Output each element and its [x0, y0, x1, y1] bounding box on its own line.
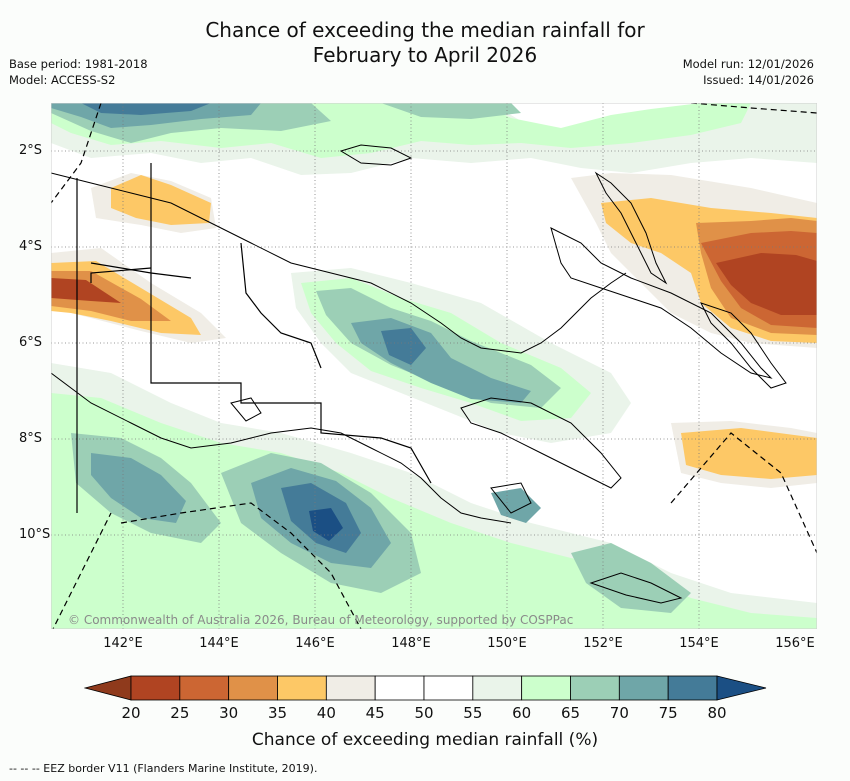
x-tick-146e: 146°E [295, 636, 335, 651]
colorbar-segment-55-60 [472, 675, 523, 701]
colorbar-segment-45-50 [374, 675, 425, 701]
colorbar-tick-80: 80 [707, 704, 727, 722]
x-tick-148e: 148°E [391, 636, 431, 651]
copyright-notice: © Commonwealth of Australia 2026, Bureau… [68, 613, 574, 627]
province-border-3 [90, 262, 192, 279]
issued-date: Issued: 14/01/2026 [703, 73, 814, 87]
base-period: Base period: 1981-2018 [9, 57, 148, 71]
eez-north-west [51, 103, 102, 204]
title-line-1: Chance of exceeding the median rainfall … [205, 18, 645, 42]
coastlines [51, 144, 787, 604]
new-guinea-south-coast [51, 372, 512, 524]
colorbar-segment-65-70 [570, 675, 620, 701]
colorbar-over-arrow [716, 675, 767, 701]
bougainville-coast [700, 302, 787, 389]
colorbar-tick-55: 55 [463, 704, 483, 722]
shade-65-70-north-b [381, 103, 521, 119]
colorbar-tick-75: 75 [658, 704, 678, 722]
rainfall-map [51, 103, 817, 629]
colorbar-tick-45: 45 [365, 704, 385, 722]
shade-75-80-central [381, 328, 426, 365]
colorbar-segment-30-35 [228, 675, 278, 701]
title-line-2: February to April 2026 [312, 43, 538, 67]
colorbar-tick-60: 60 [512, 704, 532, 722]
meta-right: Model run: 12/01/2026 Issued: 14/01/2026 [683, 56, 814, 88]
colorbar-segment-75-80 [667, 675, 718, 701]
map-title: Chance of exceeding the median rainfall … [0, 18, 850, 68]
province-border-1 [150, 233, 432, 484]
shade-75-80-north [81, 103, 211, 115]
x-tick-142e: 142°E [103, 636, 143, 651]
eez-legend: -- -- -- EEZ border V11 (Flanders Marine… [9, 762, 318, 775]
colorbar-segment-20-25 [130, 675, 181, 701]
colorbar-segment-60-65 [521, 675, 571, 701]
colorbar-tick-40: 40 [316, 704, 336, 722]
colorbar-segment-50-55 [423, 675, 474, 701]
province-border-2 [240, 242, 322, 369]
model-run: Model run: 12/01/2026 [682, 57, 814, 71]
colorbar-segment-25-30 [179, 675, 230, 701]
shade-65-70-se-islands [571, 543, 691, 613]
model-name: Model: ACCESS-S2 [9, 73, 116, 87]
shade-35-40-southeast [681, 428, 817, 479]
colorbar-tick-30: 30 [219, 704, 239, 722]
colorbar-tick-20: 20 [121, 704, 141, 722]
shade-20-25-west [51, 278, 121, 303]
x-tick-150e: 150°E [487, 636, 527, 651]
eez-north-east [690, 103, 817, 114]
shade-60-65-south [51, 393, 817, 629]
borders [76, 163, 432, 513]
y-tick-10s: 10°S [19, 527, 51, 542]
colorbar-label: Chance of exceeding median rainfall (%) [251, 730, 599, 750]
x-tick-152e: 152°E [583, 636, 623, 651]
colorbar [84, 675, 767, 701]
eez-south [120, 502, 362, 629]
meta-left: Base period: 1981-2018 Model: ACCESS-S2 [9, 56, 148, 88]
shade-70-75-east-tip [491, 488, 541, 523]
y-tick-2s: 2°S [19, 143, 43, 158]
colorbar-segment-40-45 [325, 675, 376, 701]
eez-borders [51, 103, 817, 629]
southeast-islands-coast [589, 572, 683, 604]
colorbar-tick-50: 50 [414, 704, 434, 722]
y-tick-6s: 6°S [19, 335, 43, 350]
y-tick-4s: 4°S [19, 239, 43, 254]
eez-south-west [52, 512, 112, 629]
colorbar-tick-25: 25 [170, 704, 190, 722]
colorbar-segment-35-40 [277, 675, 327, 701]
colorbar-tick-65: 65 [560, 704, 581, 722]
colorbar-tick-70: 70 [609, 704, 629, 722]
manus-island-coast [339, 144, 413, 166]
new-britain-coast [550, 227, 773, 379]
province-border-5 [90, 267, 152, 283]
new-ireland-coast [594, 171, 668, 285]
peninsula-coast [460, 397, 622, 489]
lake-murray-outline [230, 397, 262, 422]
y-tick-8s: 8°S [19, 431, 43, 446]
x-tick-154e: 154°E [679, 636, 719, 651]
rainfall-shading [51, 103, 817, 629]
x-tick-144e: 144°E [199, 636, 239, 651]
x-tick-156e: 156°E [775, 636, 815, 651]
eez-south-east [670, 432, 817, 554]
colorbar-under-arrow [84, 675, 132, 701]
shade-over-80-south [309, 508, 343, 541]
colorbar-segment-70-75 [618, 675, 669, 701]
new-guinea-north-coast [51, 172, 627, 354]
colorbar-tick-35: 35 [267, 704, 288, 722]
shade-20-25-east [716, 253, 817, 315]
shade-70-75-sw [91, 453, 186, 523]
d-entrecasteaux-coast [490, 482, 532, 514]
